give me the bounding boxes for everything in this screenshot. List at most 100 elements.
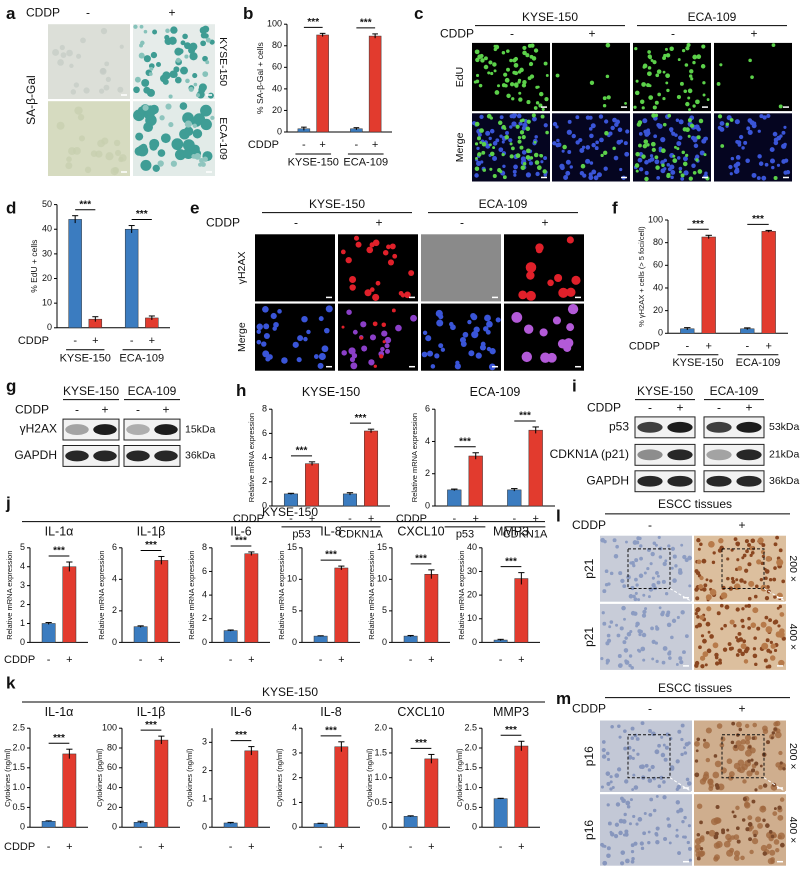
magnification: 200 × bbox=[787, 555, 799, 582]
cell bbox=[747, 603, 751, 608]
cell bbox=[776, 163, 781, 167]
cell bbox=[273, 321, 279, 328]
cell bbox=[678, 568, 683, 573]
category-label: - bbox=[512, 513, 516, 525]
cell bbox=[754, 770, 760, 776]
cell bbox=[462, 331, 469, 338]
cell bbox=[662, 561, 667, 567]
significance: *** bbox=[136, 209, 148, 220]
cell bbox=[712, 642, 719, 649]
cell bbox=[731, 721, 736, 726]
y-tick-label: 2 bbox=[202, 613, 207, 623]
cell bbox=[639, 167, 644, 172]
cell bbox=[165, 28, 170, 33]
cell bbox=[772, 131, 778, 137]
cell bbox=[773, 648, 778, 653]
cell bbox=[649, 154, 654, 158]
cell bbox=[692, 60, 696, 65]
cell bbox=[718, 538, 724, 544]
cell bbox=[512, 70, 517, 75]
y-tick-label: 1.5 bbox=[374, 747, 387, 757]
bar bbox=[313, 823, 328, 828]
cell bbox=[762, 818, 766, 822]
cell bbox=[638, 143, 642, 148]
cell bbox=[492, 141, 498, 146]
cell bbox=[434, 353, 440, 359]
cell bbox=[747, 596, 752, 601]
category-label: - bbox=[685, 340, 689, 352]
row-label: γH2AX bbox=[236, 252, 248, 285]
cell bbox=[680, 176, 685, 181]
row-label: CDDP bbox=[18, 335, 49, 347]
cell bbox=[325, 305, 333, 313]
cell bbox=[764, 162, 769, 167]
cell bbox=[624, 829, 629, 834]
y-tick-label: 4 bbox=[262, 452, 267, 462]
cell bbox=[379, 354, 384, 359]
y-tick-label: 0 bbox=[20, 637, 25, 647]
cell bbox=[683, 751, 688, 755]
cell bbox=[748, 58, 752, 63]
cell bbox=[783, 125, 787, 129]
cell bbox=[146, 88, 155, 97]
cell bbox=[174, 47, 183, 56]
group-label: ECA-109 bbox=[688, 10, 737, 24]
panel-label: h bbox=[236, 381, 246, 400]
chart-title: IL-6 bbox=[230, 525, 252, 539]
column-label: - bbox=[648, 702, 652, 716]
y-axis-label: % γH2AX + cells (> 5 foci/cell) bbox=[637, 226, 646, 327]
bar bbox=[403, 635, 418, 643]
cell bbox=[644, 176, 649, 182]
cell bbox=[622, 833, 626, 837]
bar bbox=[514, 578, 529, 643]
cell bbox=[742, 779, 747, 784]
cell bbox=[281, 357, 288, 364]
cell bbox=[716, 82, 721, 86]
cell bbox=[179, 102, 188, 110]
cell bbox=[733, 814, 737, 819]
cell bbox=[669, 46, 674, 51]
cell bbox=[512, 169, 517, 174]
cell bbox=[651, 582, 656, 588]
cell bbox=[735, 740, 742, 747]
cell bbox=[263, 323, 270, 330]
category-label: - bbox=[319, 654, 323, 666]
cell bbox=[646, 83, 651, 88]
cell bbox=[750, 622, 757, 628]
cell bbox=[717, 114, 723, 119]
cell bbox=[210, 115, 215, 120]
cell bbox=[625, 858, 630, 864]
cell bbox=[69, 63, 74, 69]
column-label: - bbox=[717, 400, 721, 414]
y-axis-label: Relative mRNA expression bbox=[97, 550, 106, 639]
cell bbox=[684, 634, 689, 639]
cell bbox=[676, 156, 681, 160]
cell bbox=[644, 170, 649, 175]
cell bbox=[602, 96, 607, 101]
cell bbox=[686, 42, 691, 48]
cell bbox=[761, 554, 765, 559]
cell bbox=[609, 775, 613, 779]
cell bbox=[659, 775, 664, 780]
cell bbox=[625, 129, 630, 134]
cell bbox=[733, 850, 741, 857]
cell bbox=[526, 271, 535, 280]
cell bbox=[696, 571, 701, 576]
cell bbox=[719, 603, 724, 608]
cell bbox=[741, 556, 745, 560]
cell bbox=[119, 44, 124, 49]
cell bbox=[142, 104, 149, 111]
y-tick-label: 0 bbox=[47, 322, 52, 332]
row-label: CDDP bbox=[572, 518, 606, 532]
cell bbox=[277, 309, 282, 314]
cell bbox=[719, 121, 725, 126]
cell bbox=[152, 29, 158, 35]
cell bbox=[743, 659, 749, 664]
cell bbox=[522, 45, 527, 50]
cell bbox=[575, 140, 580, 145]
cell bbox=[685, 153, 689, 157]
cell bbox=[700, 64, 706, 69]
band bbox=[93, 450, 117, 462]
cell bbox=[729, 118, 734, 122]
cell bbox=[489, 116, 493, 120]
